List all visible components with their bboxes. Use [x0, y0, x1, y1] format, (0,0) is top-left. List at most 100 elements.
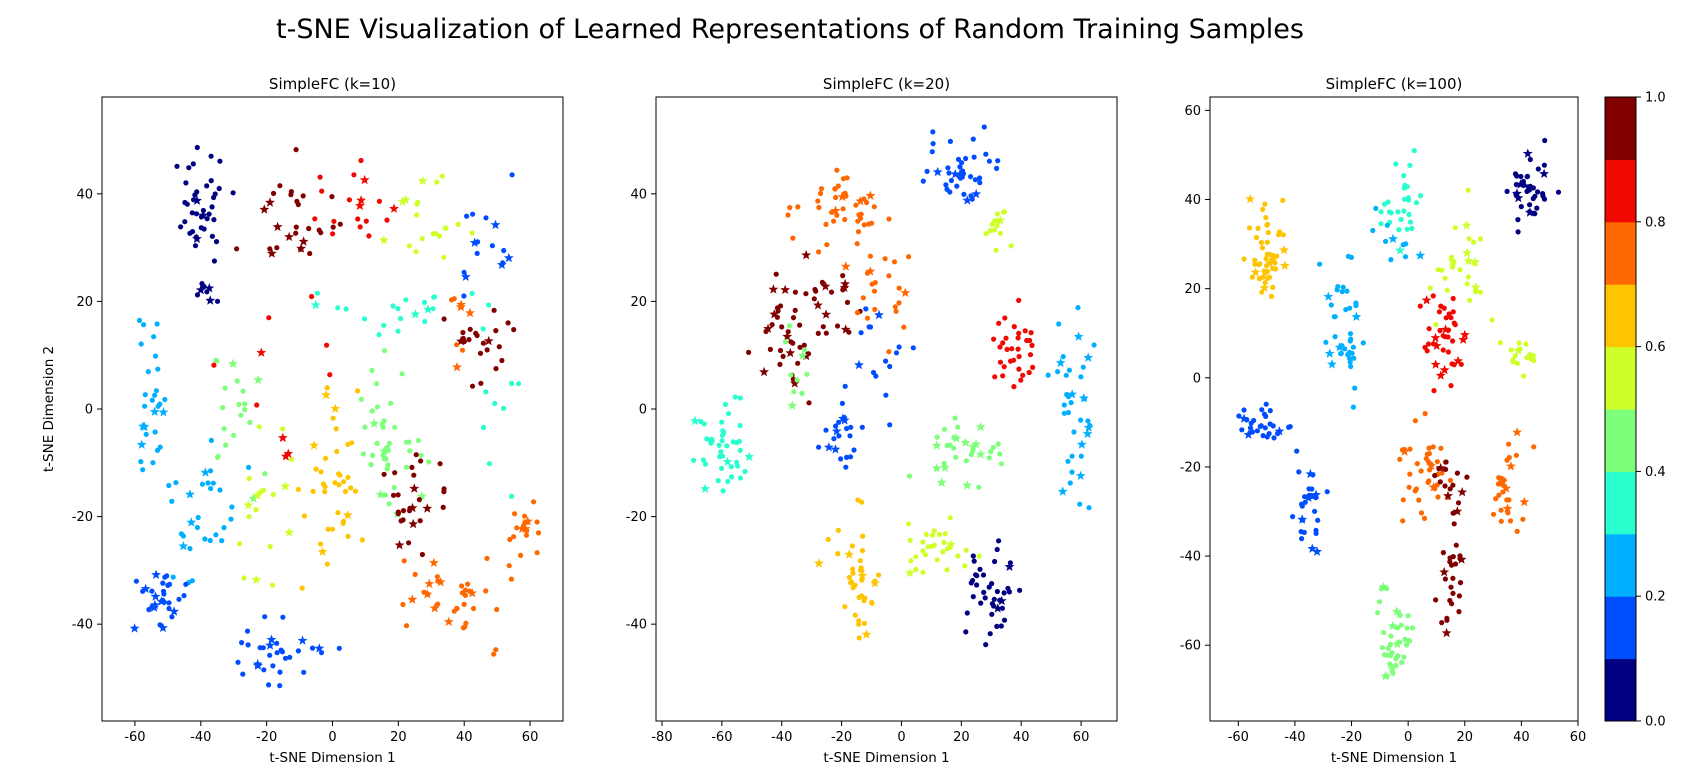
star-point	[452, 362, 462, 372]
scatter-point	[1524, 174, 1530, 180]
scatter-point	[398, 315, 404, 322]
star-point	[830, 444, 841, 454]
scatter-point	[293, 224, 299, 230]
scatter-point	[1347, 305, 1353, 311]
scatter-point	[997, 359, 1004, 365]
scatter-point	[862, 595, 868, 601]
scatter-point	[1030, 364, 1036, 370]
scatter-point	[834, 323, 841, 329]
scatter-point	[848, 424, 854, 430]
scatter-point	[700, 457, 707, 463]
scatter-point	[994, 223, 1000, 229]
scatter-point	[869, 600, 875, 606]
scatter-point	[843, 193, 849, 199]
scatter-point	[948, 177, 955, 184]
star-point	[870, 578, 880, 588]
star-point	[251, 574, 262, 584]
scatter-point	[1412, 418, 1418, 424]
star-point	[389, 203, 399, 213]
scatter-point	[1518, 173, 1524, 180]
scatter-point	[1411, 148, 1417, 154]
scatter-point	[418, 452, 424, 458]
scatter-point	[322, 489, 328, 495]
scatter-point	[790, 235, 796, 241]
scatter-point	[852, 612, 858, 618]
scatter-point	[886, 216, 892, 222]
scatter-point	[1440, 550, 1446, 556]
scatter-point	[1446, 311, 1452, 317]
scatter-point	[1437, 479, 1443, 485]
scatter-point	[1451, 320, 1457, 326]
scatter-point	[815, 330, 821, 336]
scatter-point	[787, 205, 793, 211]
star-point	[1351, 311, 1362, 321]
scatter-point	[815, 198, 821, 204]
scatter-point	[392, 424, 398, 430]
scatter-point	[357, 224, 363, 230]
scatter-point	[1555, 189, 1562, 195]
scatter-point	[236, 401, 242, 407]
scatter-point	[722, 401, 729, 407]
star-point	[456, 299, 466, 309]
scatter-point	[207, 537, 213, 544]
scatter-point	[187, 546, 193, 552]
star-point	[1391, 606, 1402, 616]
x-tick-label: -40	[771, 730, 792, 745]
scatter-point	[418, 458, 424, 464]
scatter-point	[178, 224, 184, 230]
scatter-point	[1512, 353, 1518, 359]
scatter-point	[1497, 340, 1504, 346]
scatter-point	[1504, 188, 1510, 194]
scatter-point	[836, 419, 842, 425]
scatter-point	[998, 623, 1004, 629]
scatter-point	[154, 447, 161, 453]
scatter-point	[883, 358, 889, 364]
scatter-point	[1015, 335, 1021, 341]
x-tick-label: 60	[1073, 730, 1090, 745]
scatter-point	[1406, 638, 1413, 644]
scatter-point	[1535, 189, 1541, 195]
scatter-point	[522, 513, 528, 519]
scatter-point	[840, 206, 846, 212]
star-point	[837, 191, 848, 202]
scatter-point	[140, 588, 146, 594]
scatter-point	[160, 597, 166, 603]
scatter-point	[414, 212, 420, 218]
star-point	[954, 169, 965, 179]
star-point	[204, 283, 215, 293]
scatter-point	[1351, 355, 1357, 361]
star-point	[1279, 260, 1290, 270]
scatter-point	[1400, 518, 1406, 524]
scatter-point	[968, 174, 974, 180]
star-point	[1239, 413, 1249, 423]
star-point	[797, 350, 808, 360]
scatter-point	[1404, 226, 1410, 232]
star-point	[971, 439, 982, 449]
scatter-point	[1009, 346, 1015, 352]
scatter-point	[1008, 358, 1014, 364]
scatter-point	[289, 456, 295, 462]
scatter-point	[857, 567, 864, 573]
star-point	[1470, 256, 1481, 267]
scatter-point	[955, 553, 961, 559]
scatter-point	[1407, 219, 1414, 225]
x-axis-label: t-SNE Dimension 1	[269, 750, 395, 766]
scatter-point	[896, 300, 902, 306]
scatter-point	[1299, 503, 1305, 509]
scatter-point	[1078, 417, 1084, 423]
scatter-point	[1000, 373, 1006, 379]
scatter-point	[277, 183, 283, 189]
scatter-point	[788, 339, 794, 345]
scatter-point	[395, 510, 401, 517]
star-point	[272, 221, 283, 232]
star-point	[1440, 324, 1451, 334]
scatter-point	[1541, 162, 1547, 168]
scatter-point	[858, 330, 864, 336]
scatter-point	[803, 291, 809, 297]
scatter-point	[1514, 528, 1520, 535]
scatter-point	[352, 488, 359, 494]
scatter-point	[1452, 561, 1459, 567]
scatter-point	[242, 401, 248, 407]
scatter-point	[987, 228, 994, 234]
scatter-point	[506, 563, 512, 569]
